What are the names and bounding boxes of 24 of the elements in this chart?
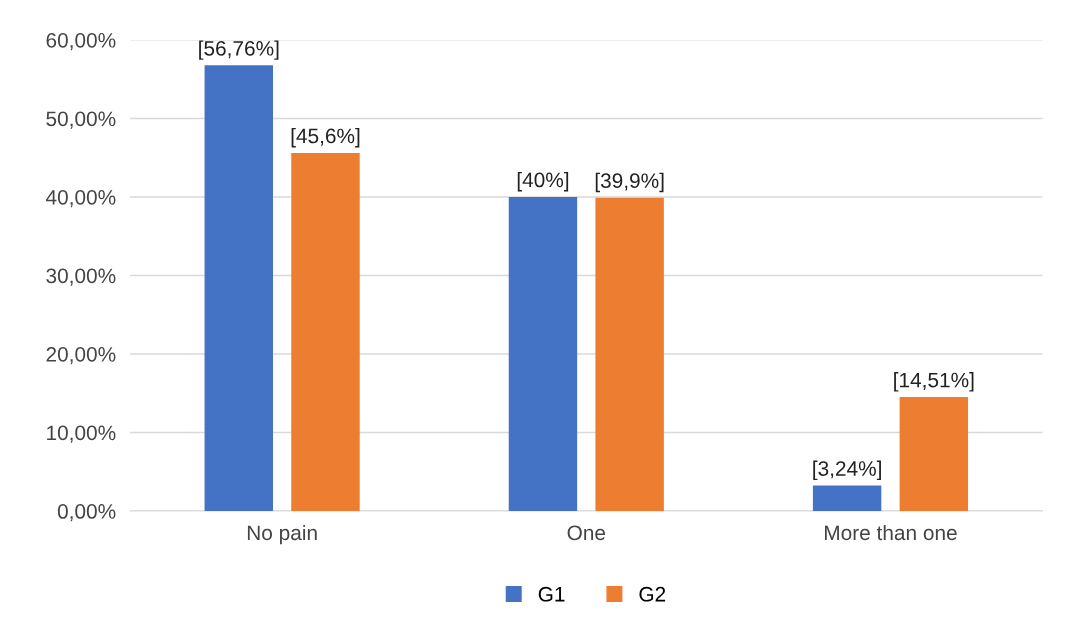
legend-label: G2 [639,586,666,602]
data-label: [14,51%] [894,372,974,392]
bar [899,397,969,512]
x-tick-label: More than one [825,524,957,541]
x-tick-label: No pain [247,524,317,545]
y-tick-label: 20,00% [46,346,116,365]
x-tick-label: One [567,525,606,541]
data-label: [39,9%] [595,172,664,193]
bar [812,485,882,512]
legend-label: G1 [538,586,565,602]
y-tick-label: 0,00% [57,504,116,522]
data-label: [56,76%] [199,40,279,60]
bar [508,196,578,512]
bar [291,152,360,512]
bar [204,65,274,512]
y-tick-label: 40,00% [45,189,116,208]
y-tick-label: 50,00% [46,111,116,129]
data-label: [40%] [517,171,569,192]
y-tick-label: 10,00% [47,425,116,443]
y-tick-label: 60,00% [46,32,116,51]
bar [595,197,664,512]
data-label: [45,6%] [291,128,360,148]
y-tick-label: 30,00% [46,268,116,286]
data-label: [3,24%] [813,460,881,481]
